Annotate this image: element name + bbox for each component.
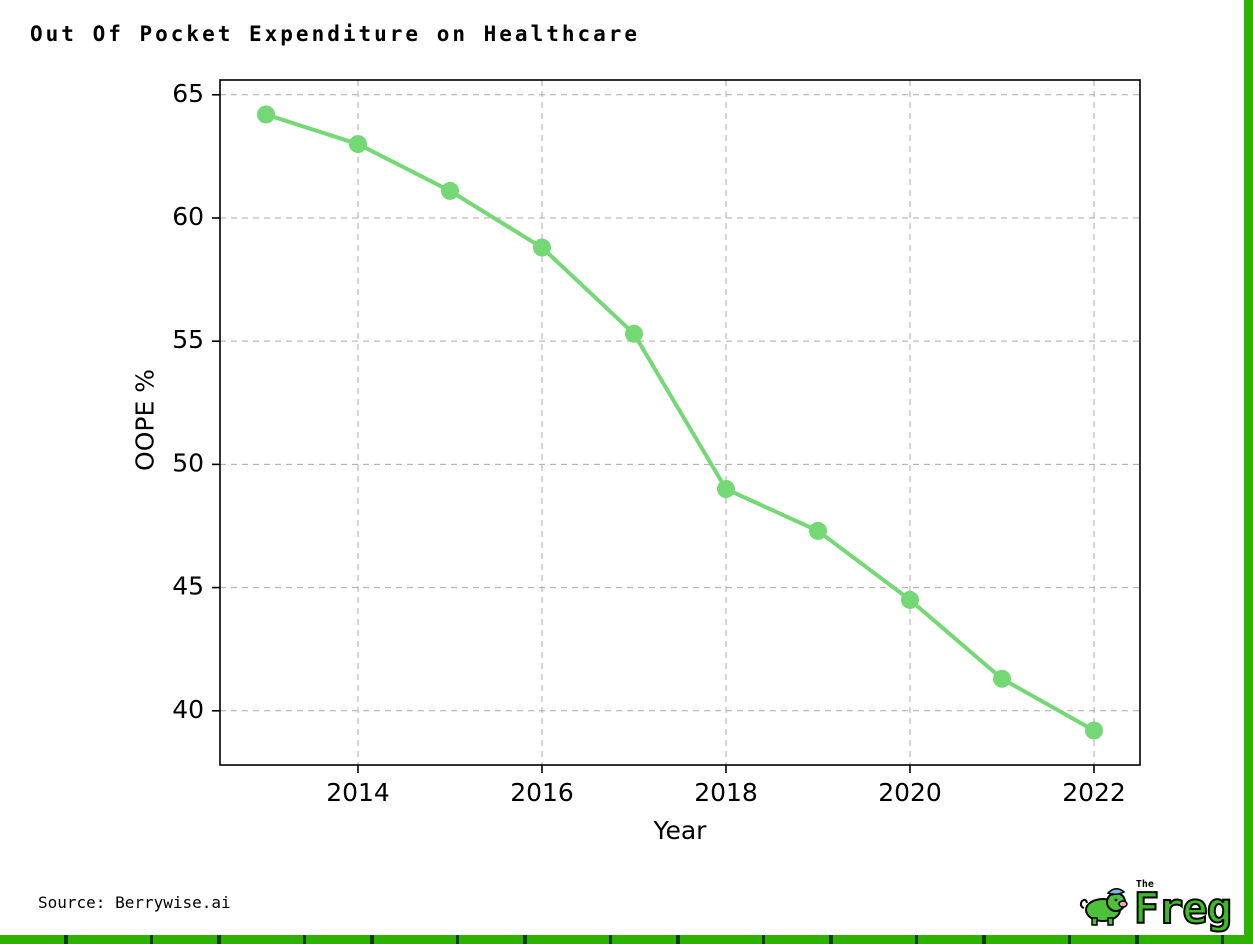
data-point: [993, 669, 1011, 688]
y-tick-label: 45: [172, 572, 204, 601]
data-point: [717, 480, 735, 499]
source-text: Source: Berrywise.ai: [38, 893, 231, 912]
x-tick-label: 2014: [326, 778, 390, 807]
x-tick-label: 2016: [510, 778, 574, 807]
data-point: [901, 590, 919, 609]
plot-border: [219, 79, 1141, 766]
logo-the-text: The: [1135, 879, 1154, 891]
data-point: [349, 135, 367, 154]
x-tick-label: 2020: [878, 778, 942, 807]
x-axis-label: Year: [653, 816, 707, 845]
green-border-bottom: [0, 935, 1253, 944]
chart-title: Out Of Pocket Expenditure on Healthcare: [30, 22, 641, 46]
x-tick-label: 2018: [694, 778, 758, 807]
plot-background: [220, 80, 1140, 765]
y-tick-label: 50: [172, 448, 204, 477]
pig-mascot-icon: [1079, 888, 1128, 926]
y-axis-label: OOPE %: [130, 369, 160, 471]
data-line: [264, 112, 1096, 733]
y-tick-label: 60: [172, 202, 204, 231]
x-tick-label: 2022: [1062, 778, 1126, 807]
y-tick-label: 40: [172, 695, 204, 724]
data-point: [625, 324, 643, 343]
data-point: [257, 105, 275, 124]
data-point: [441, 181, 459, 200]
logo-name-text: Freg: [1133, 884, 1233, 934]
green-border-right: [1244, 0, 1253, 944]
data-point: [809, 521, 827, 540]
y-tick-label: 55: [172, 325, 204, 354]
y-tick-label: 65: [172, 79, 204, 108]
data-point: [533, 238, 551, 257]
brand-logo: The Freg: [1078, 879, 1233, 931]
data-point: [1085, 721, 1103, 740]
line-chart-canvas: 40 45 50 55 60 65 2014 2016 2018 2020 2022: [172, 79, 1141, 807]
